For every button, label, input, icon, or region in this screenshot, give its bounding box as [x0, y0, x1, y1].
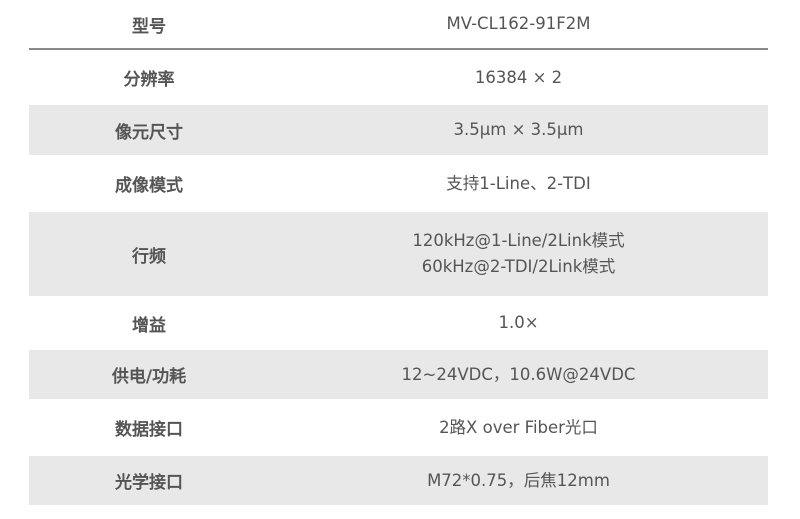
spec-value: 支持1-Line、2-TDI — [269, 171, 768, 197]
spec-key: 成像模式 — [115, 176, 183, 196]
value-line: 3.5μm × 3.5μm — [453, 120, 584, 139]
spec-key: 型号 — [132, 16, 166, 37]
spec-key: 行频 — [132, 246, 166, 267]
value-line: 60kHz@2-TDI/2Link模式 — [421, 257, 616, 276]
value-line: 支持1-Line、2-TDI — [446, 173, 591, 193]
spec-value: 3.5μm × 3.5μm — [269, 117, 768, 143]
value-line: M72*0.75，后焦12mm — [427, 470, 610, 490]
spec-value: 2路X over Fiber光口 — [269, 415, 768, 441]
spec-value: 16384 × 2 — [269, 65, 768, 91]
table-row: 光学接口 M72*0.75，后焦12mm — [29, 456, 768, 505]
spec-key: 增益 — [132, 315, 166, 336]
spec-key: 像元尺寸 — [115, 122, 183, 143]
value-line: 2路X over Fiber光口 — [439, 417, 598, 437]
spec-value: 1.0× — [269, 310, 768, 336]
spec-key: 数据接口 — [115, 420, 183, 440]
value-line: 120kHz@1-Line/2Link模式 — [412, 231, 625, 250]
table-row: 增益 1.0× — [29, 296, 768, 350]
spec-key: 分辨率 — [123, 70, 175, 90]
spec-key: 供电/功耗 — [111, 367, 187, 387]
spec-key: 光学接口 — [115, 473, 183, 493]
value-line: 1.0× — [498, 313, 539, 332]
spec-value: 120kHz@1-Line/2Link模式 60kHz@2-TDI/2Link模… — [269, 228, 768, 280]
value-line: MV-CL162-91F2M — [446, 14, 591, 33]
spec-value: 12~24VDC，10.6W@24VDC — [269, 362, 768, 388]
value-line: 16384 × 2 — [474, 67, 563, 87]
value-line: 12~24VDC，10.6W@24VDC — [401, 364, 636, 384]
table-row: 行频 120kHz@1-Line/2Link模式 60kHz@2-TDI/2Li… — [29, 212, 768, 296]
spec-value: M72*0.75，后焦12mm — [269, 468, 768, 494]
table-row: 像元尺寸 3.5μm × 3.5μm — [29, 105, 768, 155]
spec-value: MV-CL162-91F2M — [269, 11, 768, 37]
table-row: 分辨率 16384 × 2 — [29, 50, 768, 105]
table-row: 供电/功耗 12~24VDC，10.6W@24VDC — [29, 350, 768, 399]
spec-table: 型号 MV-CL162-91F2M 分辨率 16384 × 2 像元尺寸 3.5… — [29, 0, 768, 505]
table-header-row: 型号 MV-CL162-91F2M — [29, 0, 768, 50]
table-row: 成像模式 支持1-Line、2-TDI — [29, 155, 768, 212]
table-row: 数据接口 2路X over Fiber光口 — [29, 399, 768, 456]
